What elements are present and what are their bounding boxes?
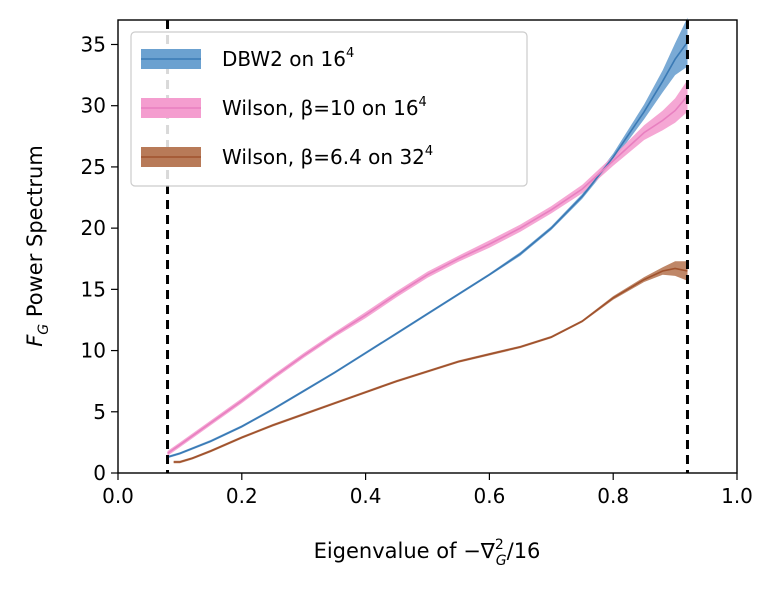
y-axis-label-sub: G [36,324,52,335]
x-tick-label-1: 0.2 [226,484,258,508]
series-line-2 [173,267,688,463]
error-band-2 [173,261,688,464]
x-tick-label-4: 0.8 [597,484,629,508]
x-axis-label-tail: /16 [507,539,541,563]
legend-label-1: Wilson, β=10 on 164 [222,95,427,120]
x-axis-label-sup: 2 [495,537,504,553]
series-line-1 [167,95,689,455]
legend-label-sup-2: 4 [425,144,433,159]
y-tick-label-1: 5 [93,400,106,424]
legend-label-sup-1: 4 [419,95,427,110]
legend-label-text-2: Wilson, β=6.4 on 32 [222,145,425,169]
y-axis-label: FG Power Spectrum [23,145,52,347]
x-tick-label-0: 0.0 [102,484,134,508]
y-tick-label-6: 30 [81,94,106,118]
x-axis-ticks: 0.0 0.2 0.4 0.6 0.8 1.0 [102,473,753,508]
y-tick-label-0: 0 [93,461,106,485]
y-tick-label-5: 25 [81,155,106,179]
y-axis-label-main: F [23,334,47,347]
error-bands [167,17,688,464]
plot-frame [117,19,738,474]
series-lines [167,41,689,463]
series-line-0 [167,41,689,458]
y-axis-ticks: 0 5 10 15 20 25 30 35 [81,32,118,485]
x-tick-label-2: 0.4 [350,484,382,508]
x-axis-label-sub: G [496,553,507,569]
x-axis-label: Eigenvalue of −∇2 G/16 [314,537,541,569]
y-axis-label-tail: Power Spectrum [23,145,47,324]
y-tick-label-3: 15 [81,277,106,301]
legend-label-sup-0: 4 [346,46,354,61]
x-tick-label-3: 0.6 [473,484,505,508]
legend-frame [130,31,528,187]
x-tick-label-5: 1.0 [721,484,753,508]
y-tick-label-4: 20 [81,216,106,240]
legend-label-text-0: DBW2 on 16 [222,47,346,71]
x-axis-label-main: Eigenvalue of −∇ [314,539,496,563]
legend-label-2: Wilson, β=6.4 on 324 [222,144,433,169]
y-tick-label-7: 35 [81,32,106,56]
error-band-1 [167,80,688,456]
legend-label-0: DBW2 on 164 [222,46,354,71]
legend-label-text-1: Wilson, β=10 on 16 [222,96,419,120]
y-tick-label-2: 10 [81,339,106,363]
